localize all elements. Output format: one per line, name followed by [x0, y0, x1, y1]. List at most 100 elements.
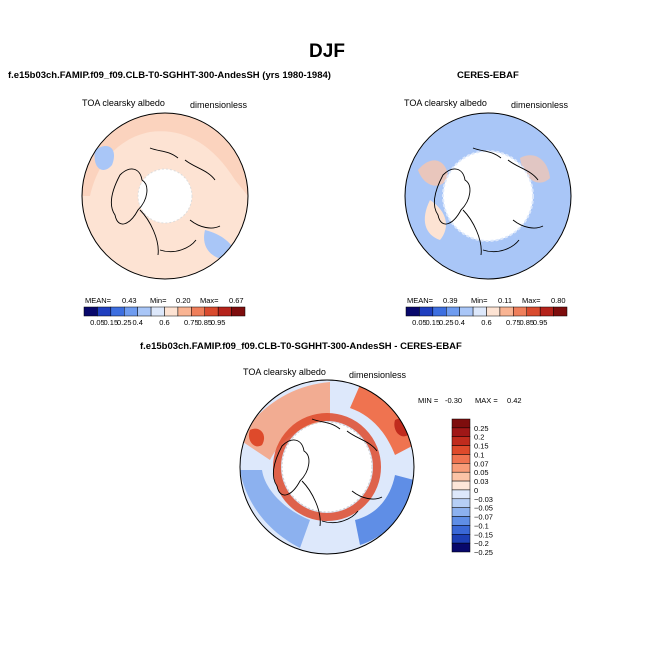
colorbar-tick-label: 0.95	[211, 318, 226, 327]
panel-1-min-label: Min=	[150, 296, 167, 305]
panel-3-units: dimensionless	[349, 370, 407, 380]
panel-3-max-label: MAX =	[475, 396, 498, 405]
colorbar-tick-label: 0.03	[474, 477, 489, 486]
colorbar-ceres: 0.050.150.25 0.4 0.6 0.750.850.95	[405, 306, 568, 327]
colorbar-tick-label: −0.1	[474, 521, 489, 530]
colorbar-tick-label: 0	[474, 486, 478, 495]
colorbar-swatch	[164, 306, 179, 317]
colorbar-swatch	[451, 489, 471, 500]
colorbar-tick-label: −0.05	[474, 504, 493, 513]
colorbar-swatch	[124, 306, 138, 317]
colorbar-difference: 0.250.20.150.10.070.050.030−0.03−0.05−0.…	[451, 418, 493, 557]
colorbar-tick-label: 0.07	[474, 459, 489, 468]
colorbar-swatch	[419, 306, 434, 317]
panel-2-min: 0.11	[498, 296, 513, 305]
colorbar-tick-label: 0.25	[474, 424, 489, 433]
colorbar-swatch	[217, 306, 232, 317]
colorbar-tick-label: 0.6	[159, 318, 169, 327]
panel-3-title: f.e15b03ch.FAMIP.f09_f09.CLB-T0-SGHHT-30…	[140, 341, 462, 352]
colorbar-tick-label: 0.05	[90, 318, 105, 327]
panel-3-min: -0.30	[445, 396, 463, 405]
colorbar-swatch	[451, 427, 471, 437]
colorbar-swatch	[451, 418, 471, 429]
map-model	[81, 112, 249, 280]
colorbar-tick-label: −0.25	[474, 548, 493, 557]
colorbar-swatch	[137, 306, 152, 317]
colorbar-tick-label: 0.05	[474, 468, 489, 477]
colorbar-swatch	[472, 306, 487, 317]
colorbar-swatch	[204, 306, 219, 317]
colorbar-tick-label: 0.4	[454, 318, 464, 327]
colorbar-tick-label: 0.2	[474, 433, 484, 442]
panel-1-variable: TOA clearsky albedo	[82, 98, 165, 108]
colorbar-tick-label: 0.25	[439, 318, 454, 327]
colorbar-tick-label: 0.15	[426, 318, 441, 327]
colorbar-swatch	[177, 306, 192, 317]
colorbar-tick-label: −0.03	[474, 495, 493, 504]
colorbar-swatch	[451, 471, 471, 482]
panel-2-variable: TOA clearsky albedo	[404, 98, 487, 108]
colorbar-tick-label: 0.85	[519, 318, 534, 327]
colorbar-tick-label: 0.25	[117, 318, 132, 327]
colorbar-tick-label: 0.75	[184, 318, 199, 327]
colorbar-tick-label: 0.15	[474, 442, 489, 451]
colorbar-model: 0.050.150.25 0.4 0.6 0.750.850.95	[83, 306, 246, 327]
colorbar-swatch	[191, 306, 205, 317]
panel-2-mean-label: MEAN=	[407, 296, 434, 305]
colorbar-tick-label: 0.1	[474, 450, 484, 459]
panel-1-mean-label: MEAN=	[85, 296, 112, 305]
panel-3-min-label: MIN =	[418, 396, 439, 405]
colorbar-tick-label: −0.2	[474, 539, 489, 548]
panel-2-mean: 0.39	[443, 296, 458, 305]
colorbar-swatch	[451, 436, 471, 446]
colorbar-swatch	[459, 306, 474, 317]
colorbar-swatch	[451, 525, 471, 535]
colorbar-tick-label: −0.15	[474, 530, 493, 539]
panel-2-max-label: Max=	[522, 296, 541, 305]
colorbar-swatch	[405, 306, 420, 317]
panel-1-max-label: Max=	[200, 296, 219, 305]
colorbar-swatch	[432, 306, 447, 317]
panel-2-title: CERES-EBAF	[457, 70, 519, 81]
colorbar-tick-label: −0.07	[474, 513, 493, 522]
colorbar-swatch	[451, 480, 471, 491]
colorbar-tick-label: 0.15	[104, 318, 119, 327]
colorbar-swatch	[97, 306, 112, 317]
panel-2-max: 0.80	[551, 296, 566, 305]
panel-1-mean: 0.43	[122, 296, 137, 305]
colorbar-swatch	[446, 306, 460, 317]
colorbar-swatch	[451, 516, 471, 526]
colorbar-swatch	[451, 454, 471, 464]
colorbar-swatch	[451, 507, 471, 517]
map-difference	[239, 379, 415, 555]
colorbar-swatch	[110, 306, 125, 317]
colorbar-tick-label: 0.85	[197, 318, 212, 327]
panel-1-title: f.e15b03ch.FAMIP.f09_f09.CLB-T0-SGHHT-30…	[8, 70, 331, 81]
colorbar-swatch	[553, 306, 568, 317]
colorbar-swatch	[526, 306, 541, 317]
colorbar-tick-label: 0.6	[481, 318, 491, 327]
panel-2-min-label: Min=	[471, 296, 488, 305]
panel-3-variable: TOA clearsky albedo	[243, 367, 326, 377]
colorbar-swatch	[513, 306, 527, 317]
colorbar-tick-label: 0.95	[533, 318, 548, 327]
panel-1-min: 0.20	[176, 296, 191, 305]
panel-1-max: 0.67	[229, 296, 244, 305]
colorbar-tick-label: 0.05	[412, 318, 427, 327]
colorbar-swatch	[231, 306, 246, 317]
colorbar-tick-label: 0.75	[506, 318, 521, 327]
colorbar-swatch	[451, 463, 471, 473]
colorbar-swatch	[451, 542, 471, 553]
colorbar-swatch	[499, 306, 514, 317]
colorbar-swatch	[451, 534, 471, 544]
colorbar-swatch	[150, 306, 165, 317]
colorbar-tick-label: 0.4	[132, 318, 142, 327]
panel-3-max: 0.42	[507, 396, 522, 405]
map-ceres	[404, 112, 572, 280]
colorbar-swatch	[83, 306, 98, 317]
colorbar-swatch	[451, 498, 471, 508]
colorbar-swatch	[486, 306, 501, 317]
panel-2-units: dimensionless	[511, 100, 569, 110]
colorbar-swatch	[539, 306, 554, 317]
